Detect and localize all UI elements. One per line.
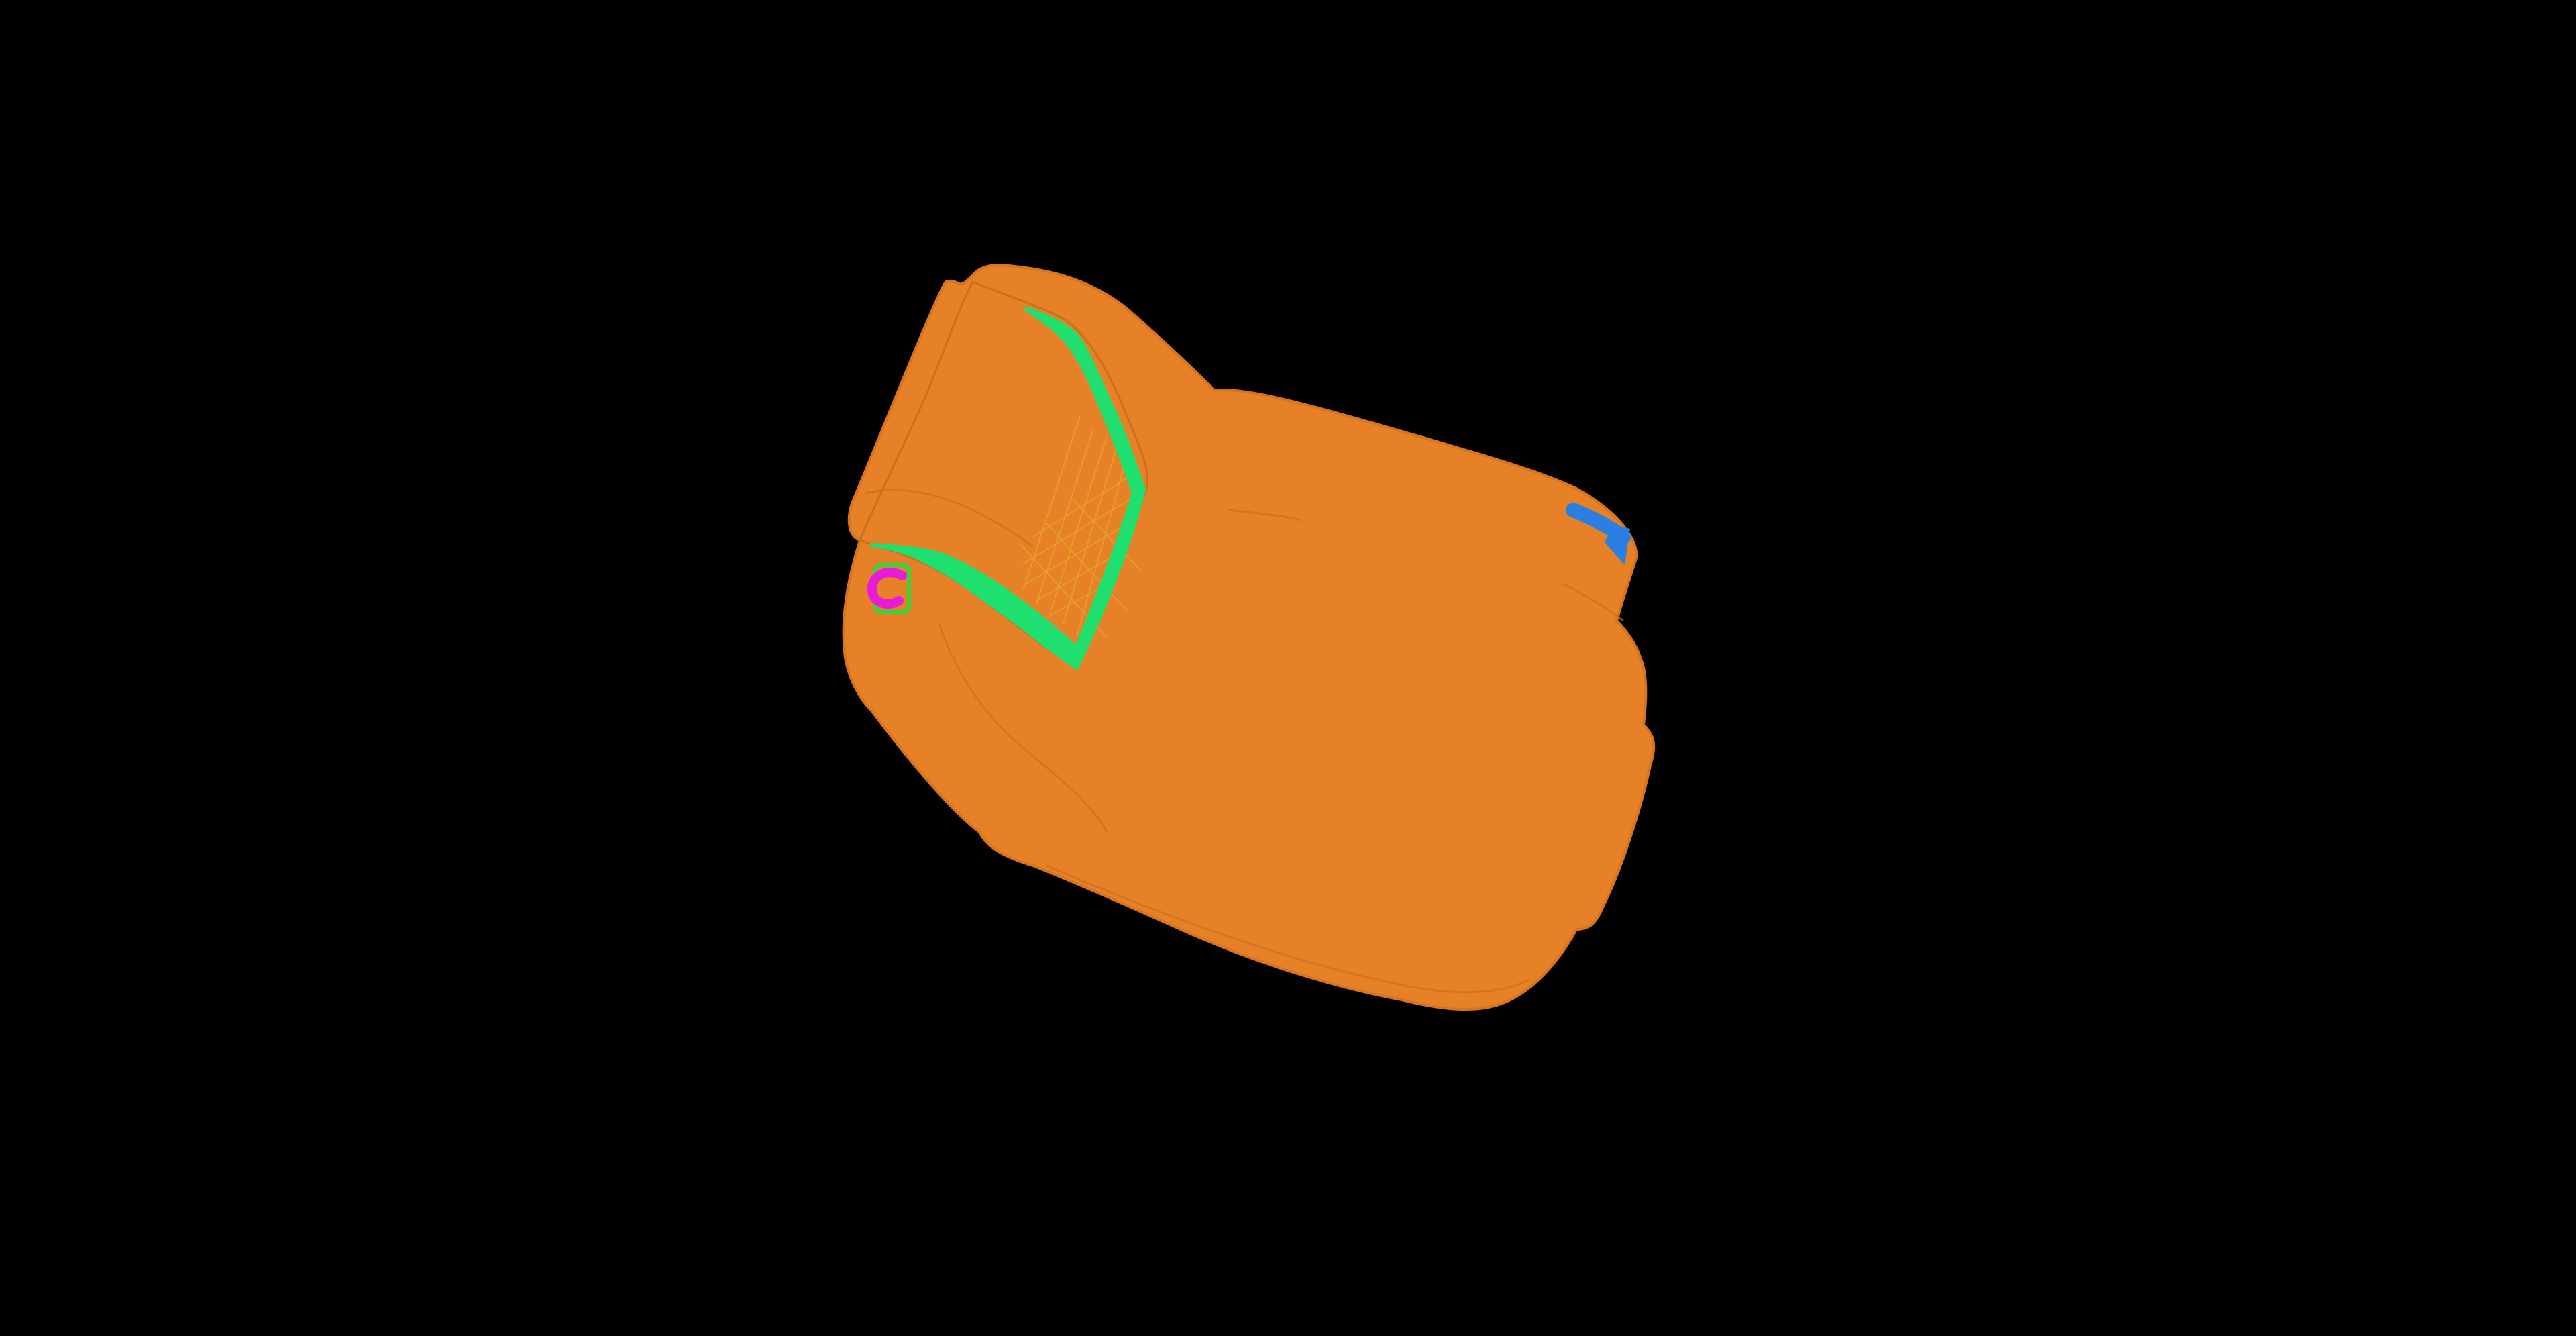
- blue-arrow-marker-icon[interactable]: [1566, 503, 1631, 565]
- c-shape-marker-icon[interactable]: [867, 563, 911, 614]
- mesh-object[interactable]: [842, 263, 1656, 1011]
- selected-edge-loop[interactable]: [870, 307, 1146, 670]
- contour-line-lower: [938, 623, 1108, 833]
- contour-line-heel: [1562, 582, 1624, 622]
- contour-line-sole: [1046, 864, 1530, 994]
- contour-line-upper: [865, 489, 1034, 548]
- wireframe-mesh: [1019, 415, 1141, 638]
- contour-line-side: [1227, 509, 1302, 521]
